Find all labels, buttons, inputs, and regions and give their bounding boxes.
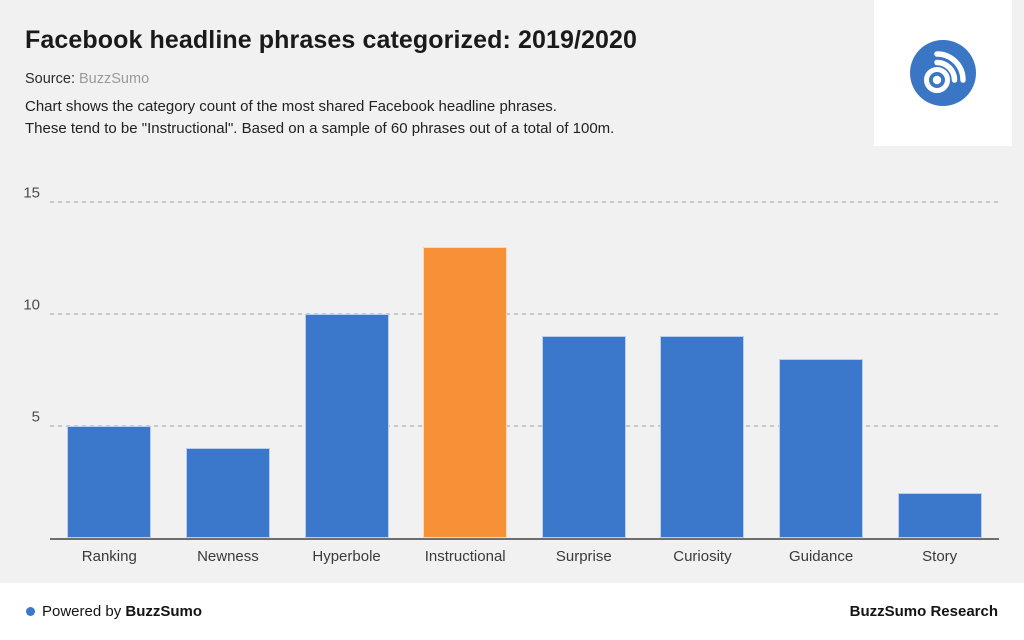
bar-curiosity[interactable] [660,336,745,538]
bar-instructional[interactable] [423,246,508,538]
x-label-curiosity: Curiosity [673,548,732,565]
footer: Powered by BuzzSumo BuzzSumo Research [0,583,1024,640]
gridline-5 [50,425,999,427]
source-line: Source: BuzzSumo [25,71,855,87]
bar-guidance[interactable] [779,358,864,538]
bar-hyperbole[interactable] [304,314,389,538]
powered-by: Powered by BuzzSumo [26,603,202,620]
x-label-surprise: Surprise [555,548,612,565]
x-label-story: Story [922,548,958,565]
bar-story[interactable] [897,493,982,538]
buzzsumo-logo-box [874,0,1012,146]
y-tick-label-10: 10 [23,296,40,314]
x-label-ranking: Ranking [81,548,137,565]
bar-newness[interactable] [185,448,270,538]
x-label-hyperbole: Hyperbole [312,548,381,565]
header: Facebook headline phrases categorized: 2… [25,26,855,140]
powered-by-text: Powered by BuzzSumo [42,603,203,620]
powered-by-brand: BuzzSumo [125,603,203,620]
x-label-newness: Newness [197,548,259,565]
bar-ranking[interactable] [67,426,152,538]
source-value: BuzzSumo [79,71,150,87]
source-label: Source: [25,71,75,87]
bullet-dot-icon [26,607,35,616]
y-tick-label-5: 5 [31,408,40,426]
chart-description-line2: These tend to be "Instructional". Based … [25,120,615,137]
gridline-15 [50,201,999,203]
bar-surprise[interactable] [541,336,626,538]
y-tick-label-15: 15 [23,184,40,202]
research-label: BuzzSumo Research [849,603,998,620]
chart-title: Facebook headline phrases categorized: 2… [25,26,638,54]
x-label-instructional: Instructional [424,548,506,565]
gridline-10 [50,313,999,315]
x-axis-line [50,538,999,540]
x-label-guidance: Guidance [788,548,854,565]
buzzsumo-logo-icon [910,40,976,106]
bar-chart-plot-area: 5 10 15 Ranking Newness Hyperbole Instructiona… [23,185,999,565]
chart-description-line1: Chart shows the category count of the mo… [25,98,557,115]
